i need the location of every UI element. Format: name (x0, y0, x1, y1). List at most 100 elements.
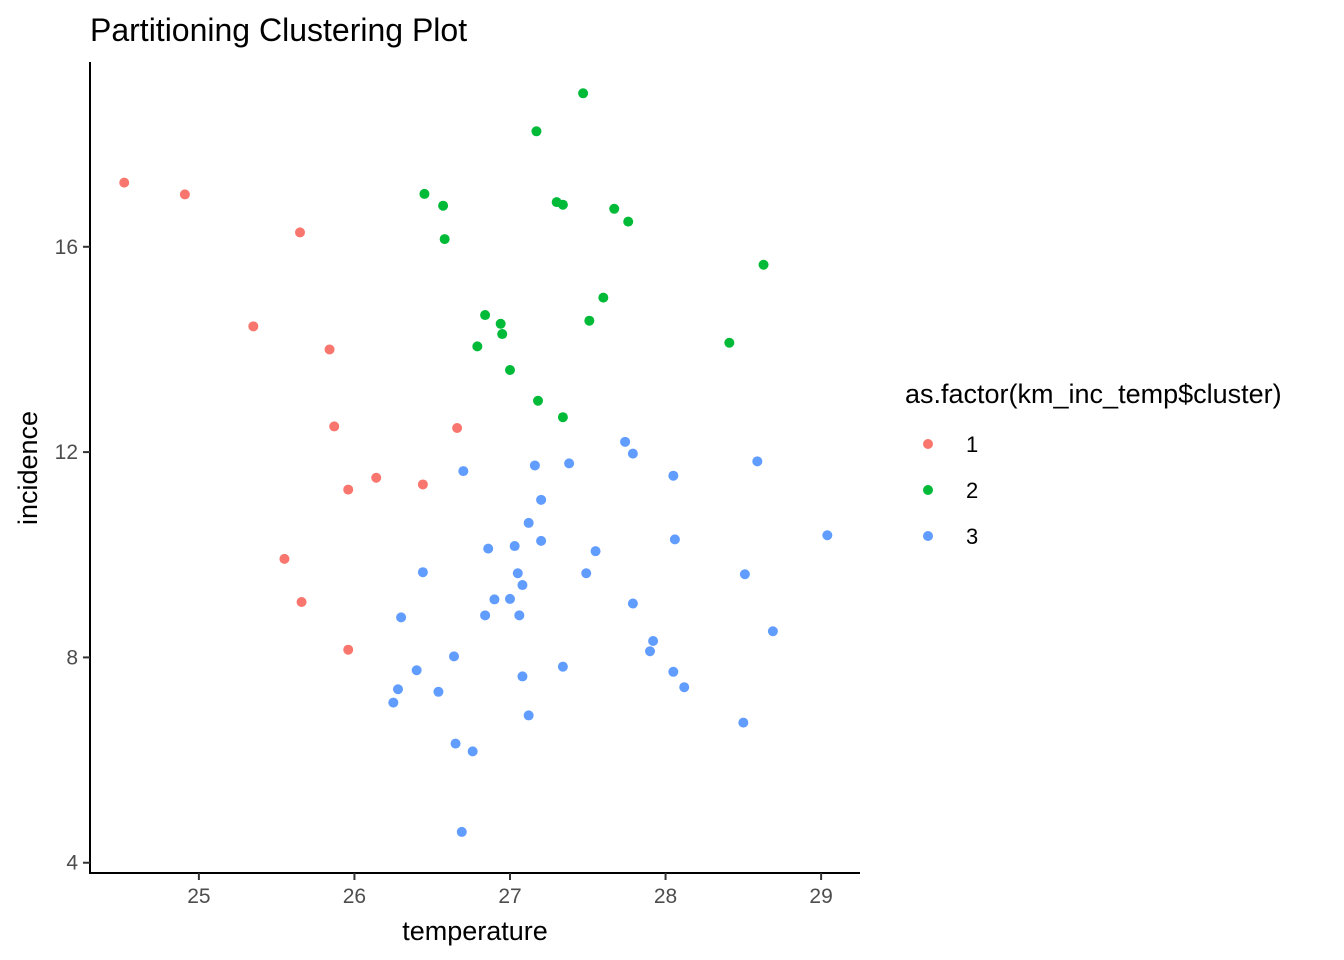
x-tick-label: 26 (343, 885, 366, 908)
data-point-cluster-2 (419, 188, 430, 199)
data-point-cluster-1 (452, 422, 463, 433)
data-point-cluster-1 (295, 227, 305, 238)
data-point-cluster-3 (581, 568, 592, 579)
data-point-cluster-1 (119, 177, 130, 188)
data-point-cluster-3 (393, 684, 403, 695)
x-tick-label: 28 (654, 885, 677, 908)
data-point-cluster-2 (531, 126, 542, 137)
data-point-cluster-3 (752, 456, 763, 467)
data-point-cluster-3 (396, 612, 407, 623)
data-point-cluster-1 (248, 321, 259, 332)
data-point-cluster-1 (371, 472, 382, 483)
data-point-cluster-2 (623, 216, 634, 227)
x-axis-title: temperature (402, 916, 548, 946)
legend: as.factor(km_inc_temp$cluster) 1 2 3 (905, 379, 1282, 549)
y-tick-label: 16 (55, 236, 78, 259)
y-tick-label: 12 (55, 441, 78, 464)
data-point-cluster-3 (648, 635, 659, 646)
data-point-cluster-3 (417, 567, 428, 578)
x-tick-label: 25 (187, 885, 210, 908)
data-point-cluster-3 (557, 661, 568, 672)
data-point-cluster-3 (564, 458, 575, 469)
legend-label-cluster-3: 3 (966, 524, 978, 549)
data-point-cluster-2 (584, 315, 595, 326)
data-point-cluster-3 (411, 665, 422, 676)
data-point-cluster-2 (557, 412, 568, 423)
data-point-cluster-3 (669, 534, 680, 545)
x-axis-ticks: 25 26 27 28 29 (187, 873, 833, 908)
data-point-cluster-3 (467, 746, 478, 757)
data-point-cluster-3 (767, 626, 778, 637)
x-tick-label: 29 (809, 885, 832, 908)
y-tick-label: 8 (66, 646, 78, 669)
data-point-cluster-3 (590, 546, 601, 557)
y-axis-title: incidence (13, 411, 43, 525)
data-point-cluster-1 (279, 553, 290, 564)
data-point-cluster-2 (505, 364, 515, 375)
data-point-cluster-1 (296, 596, 307, 607)
data-point-cluster-3 (505, 593, 515, 604)
data-point-cluster-3 (627, 448, 638, 459)
data-point-cluster-2 (533, 395, 543, 406)
legend-label-cluster-2: 2 (966, 478, 978, 503)
data-point-cluster-3 (450, 738, 461, 749)
y-axis-ticks: 4 8 12 16 (55, 236, 90, 875)
data-point-cluster-3 (536, 535, 547, 546)
data-point-cluster-1 (179, 189, 190, 200)
data-point-cluster-3 (480, 610, 491, 621)
legend-label-cluster-1: 1 (966, 432, 978, 457)
data-point-cluster-3 (627, 598, 638, 609)
data-point-cluster-3 (483, 543, 494, 554)
data-point-cluster-2 (724, 337, 735, 348)
data-point-cluster-2 (438, 200, 449, 211)
x-tick-label: 27 (498, 885, 521, 908)
data-point-cluster-3 (458, 466, 469, 477)
data-point-cluster-2 (497, 329, 508, 340)
data-point-cluster-3 (523, 517, 534, 528)
legend-key-cluster-1 (923, 439, 933, 449)
legend-key-cluster-3 (923, 531, 933, 541)
data-point-cluster-3 (514, 610, 525, 621)
data-point-cluster-3 (456, 826, 467, 837)
data-point-cluster-1 (417, 479, 428, 490)
legend-key-cluster-2 (923, 485, 933, 495)
chart-title: Partitioning Clustering Plot (90, 12, 467, 48)
data-point-cluster-3 (509, 541, 520, 552)
data-points (119, 88, 833, 837)
data-point-cluster-2 (472, 341, 483, 352)
data-point-cluster-3 (668, 666, 679, 677)
data-point-cluster-2 (578, 88, 589, 99)
data-point-cluster-3 (489, 594, 500, 605)
data-point-cluster-3 (536, 494, 547, 505)
plot-panel: 4 8 12 16 25 26 27 28 29 (55, 62, 860, 908)
data-point-cluster-3 (433, 686, 444, 697)
data-point-cluster-3 (739, 569, 750, 580)
data-point-cluster-3 (512, 568, 523, 579)
data-point-cluster-3 (523, 710, 534, 721)
data-point-cluster-1 (329, 421, 340, 432)
legend-title: as.factor(km_inc_temp$cluster) (905, 379, 1282, 409)
data-point-cluster-3 (645, 646, 655, 657)
data-point-cluster-3 (529, 460, 540, 471)
data-point-cluster-3 (822, 530, 833, 541)
data-point-cluster-3 (668, 470, 679, 481)
data-point-cluster-3 (517, 580, 528, 591)
data-point-cluster-3 (388, 697, 399, 708)
data-point-cluster-3 (449, 651, 459, 662)
y-tick-label: 4 (66, 852, 78, 875)
data-point-cluster-2 (609, 203, 620, 214)
data-point-cluster-2 (439, 234, 450, 245)
data-point-cluster-3 (517, 671, 528, 682)
data-point-cluster-1 (343, 644, 354, 655)
data-point-cluster-1 (343, 484, 354, 495)
legend-items: 1 2 3 (923, 432, 978, 549)
data-point-cluster-1 (324, 344, 335, 355)
data-point-cluster-2 (480, 310, 491, 321)
data-point-cluster-3 (738, 717, 749, 728)
data-point-cluster-3 (679, 682, 690, 693)
data-point-cluster-3 (620, 436, 631, 447)
data-point-cluster-2 (495, 318, 506, 329)
data-point-cluster-2 (758, 259, 769, 270)
data-point-cluster-2 (598, 292, 609, 303)
